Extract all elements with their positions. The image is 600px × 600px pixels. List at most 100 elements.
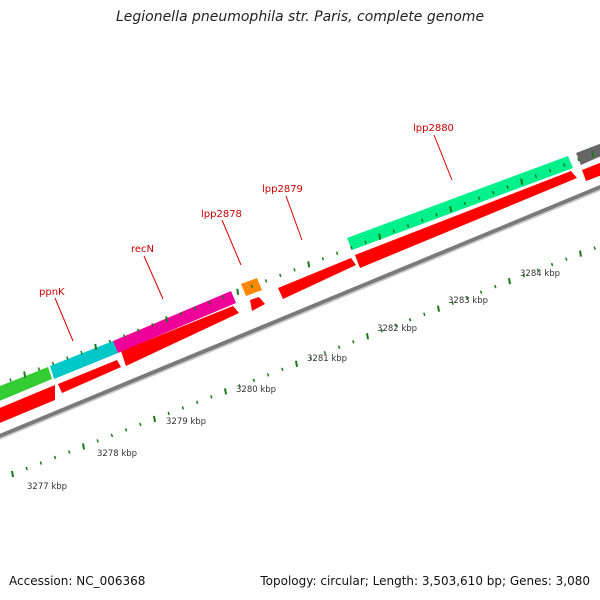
tick-label: 3282 kbp xyxy=(377,324,417,334)
minor-tick xyxy=(477,196,481,200)
minor-tick xyxy=(534,174,538,178)
minor-tick xyxy=(25,466,28,471)
minor-tick xyxy=(39,461,43,465)
tick-label: 3284 kbp xyxy=(520,269,560,279)
minor-tick xyxy=(323,351,327,355)
gene-feature-unlabeled-green xyxy=(0,367,52,401)
backbone-line-shadow xyxy=(0,189,600,440)
minor-tick xyxy=(124,428,128,432)
inner-tick-row xyxy=(11,246,596,478)
major-tick xyxy=(449,206,453,213)
major-tick xyxy=(94,343,98,351)
minor-tick xyxy=(293,268,296,272)
minor-tick xyxy=(550,262,554,267)
minor-tick xyxy=(252,378,256,383)
major-tick xyxy=(366,333,369,340)
cds-feature xyxy=(250,297,265,311)
tick-labels: 3277 kbp 3278 kbp 3279 kbp 3280 kbp 3281 kbp… xyxy=(27,269,560,492)
leader-line xyxy=(221,219,242,266)
gene-feature-ppnK xyxy=(50,341,118,379)
minor-tick xyxy=(9,378,12,382)
minor-tick xyxy=(506,185,509,189)
map-title: Legionella pneumophila str. Paris, compl… xyxy=(115,9,485,25)
minor-tick xyxy=(337,345,341,350)
leader-line xyxy=(54,297,74,342)
cds-feature xyxy=(58,360,121,393)
major-tick xyxy=(579,250,582,257)
minor-tick xyxy=(181,406,185,410)
major-tick xyxy=(153,415,156,423)
accession-text: Accession: NC_006368 xyxy=(9,574,146,588)
minor-tick xyxy=(421,218,424,222)
minor-tick xyxy=(139,422,142,427)
minor-tick xyxy=(137,328,140,333)
minor-tick xyxy=(593,246,596,250)
minor-tick xyxy=(364,240,367,244)
cds-feature xyxy=(0,385,55,423)
tick-label: 3281 kbp xyxy=(307,354,347,364)
minor-tick xyxy=(281,367,284,372)
minor-tick xyxy=(492,190,495,195)
minor-tick xyxy=(406,223,410,228)
cds-feature xyxy=(278,258,356,299)
minor-tick xyxy=(167,411,170,416)
major-tick xyxy=(307,261,311,268)
minor-tick xyxy=(238,384,241,388)
minor-tick xyxy=(548,168,552,173)
gene-feature-lpp2880 xyxy=(347,156,573,250)
minor-tick xyxy=(68,450,71,454)
leader-line xyxy=(143,255,164,300)
genome-summary-text: Topology: circular; Length: 3,503,610 bp… xyxy=(260,574,590,588)
minor-tick xyxy=(264,279,268,283)
minor-tick xyxy=(66,356,69,360)
major-tick xyxy=(437,305,440,312)
minor-tick xyxy=(108,339,112,344)
tick-label: 3279 kbp xyxy=(166,417,206,427)
minor-tick xyxy=(352,340,355,344)
minor-tick xyxy=(37,367,41,371)
forward-strand-genes xyxy=(0,143,600,401)
minor-tick xyxy=(110,433,114,438)
gene-label-lpp2879: lpp2879 xyxy=(262,184,303,195)
minor-tick xyxy=(53,455,57,460)
cds-feature xyxy=(121,306,239,366)
minor-tick xyxy=(222,295,225,300)
minor-tick xyxy=(335,251,339,256)
minor-tick xyxy=(465,295,469,300)
minor-tick xyxy=(479,290,483,294)
gene-feature-recN xyxy=(113,291,236,353)
minor-tick xyxy=(494,284,497,289)
backbone-line xyxy=(0,184,600,439)
major-tick xyxy=(295,360,298,367)
minor-tick xyxy=(151,323,154,327)
major-tick xyxy=(378,233,382,240)
minor-tick xyxy=(210,395,213,399)
cds-feature xyxy=(355,171,577,268)
major-tick xyxy=(82,443,85,450)
tick-label: 3280 kbp xyxy=(236,385,276,395)
major-tick xyxy=(11,470,14,478)
major-tick xyxy=(520,178,524,185)
minor-tick xyxy=(435,212,438,217)
minor-tick xyxy=(208,301,211,305)
gene-labels: ppnK recN lpp2878 lpp2879 lpp2880 xyxy=(39,123,454,342)
minor-tick xyxy=(408,317,412,322)
gene-label-recN: recN xyxy=(131,244,154,255)
minor-tick xyxy=(536,268,540,272)
minor-tick xyxy=(380,329,383,333)
minor-tick xyxy=(350,246,353,250)
gene-label-ppnK: ppnK xyxy=(39,287,65,298)
minor-tick xyxy=(321,257,325,261)
tick-label: 3277 kbp xyxy=(27,482,67,492)
leader-line xyxy=(433,134,453,181)
major-tick xyxy=(236,288,240,296)
major-tick xyxy=(224,388,227,395)
major-tick xyxy=(165,316,169,323)
tick-label: 3283 kbp xyxy=(448,296,488,306)
reverse-strand-cds xyxy=(0,162,600,423)
gene-label-lpp2878: lpp2878 xyxy=(201,209,242,220)
minor-tick xyxy=(423,312,426,316)
minor-tick xyxy=(309,356,312,361)
gene-feature-unlabeled-grey xyxy=(576,143,600,165)
